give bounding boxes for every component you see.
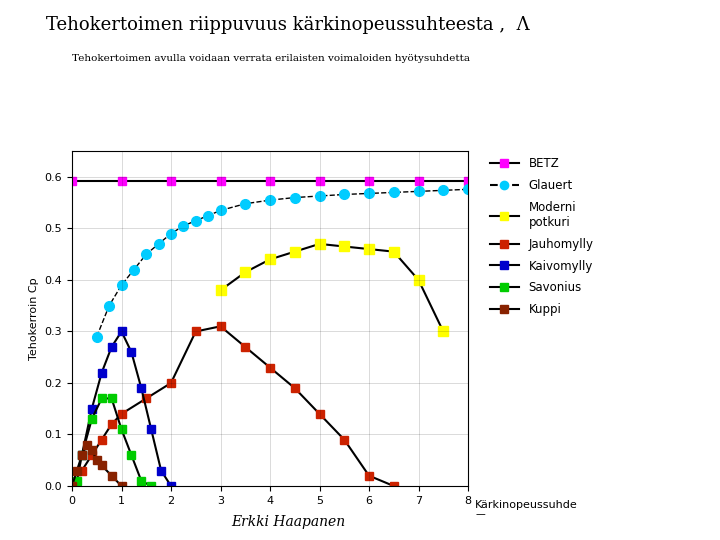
Savonius bbox=[97, 395, 106, 402]
Moderni
potkuri bbox=[390, 248, 398, 255]
Kaivomylly bbox=[137, 385, 145, 392]
Moderni
potkuri bbox=[216, 287, 225, 294]
Jauhomylly bbox=[290, 385, 299, 392]
Line: BETZ: BETZ bbox=[68, 177, 472, 185]
Glauert bbox=[204, 212, 212, 219]
BETZ bbox=[266, 177, 274, 184]
Moderni
potkuri bbox=[414, 276, 423, 283]
Jauhomylly bbox=[365, 472, 374, 479]
Jauhomylly bbox=[167, 380, 176, 386]
Glauert bbox=[92, 333, 101, 340]
Kuppi bbox=[88, 447, 96, 453]
Jauhomylly bbox=[216, 323, 225, 329]
Moderni
potkuri bbox=[315, 241, 324, 247]
Kuppi bbox=[117, 483, 126, 489]
Moderni
potkuri bbox=[439, 328, 448, 335]
Legend: BETZ, Glauert, Moderni
potkuri, Jauhomylly, Kaivomylly, Savonius, Kuppi: BETZ, Glauert, Moderni potkuri, Jauhomyl… bbox=[490, 157, 594, 316]
Savonius bbox=[107, 395, 116, 402]
BETZ bbox=[315, 177, 324, 184]
Glauert bbox=[216, 207, 225, 214]
Jauhomylly bbox=[390, 483, 398, 489]
Line: Jauhomylly: Jauhomylly bbox=[78, 322, 398, 490]
Jauhomylly bbox=[340, 436, 348, 443]
BETZ bbox=[216, 177, 225, 184]
Line: Savonius: Savonius bbox=[73, 394, 156, 490]
Line: Kaivomylly: Kaivomylly bbox=[78, 327, 175, 490]
Kaivomylly bbox=[97, 369, 106, 376]
Y-axis label: Tehokerroin Cp: Tehokerroin Cp bbox=[29, 277, 39, 360]
Glauert bbox=[154, 241, 163, 247]
Glauert bbox=[167, 231, 176, 237]
BETZ bbox=[414, 177, 423, 184]
Glauert bbox=[117, 282, 126, 288]
Text: —: — bbox=[475, 509, 485, 519]
Line: Moderni
potkuri: Moderni potkuri bbox=[215, 239, 448, 336]
Savonius bbox=[88, 416, 96, 422]
Kuppi bbox=[83, 442, 91, 448]
Kuppi bbox=[73, 467, 81, 474]
Kaivomylly bbox=[107, 343, 116, 350]
Glauert bbox=[192, 218, 200, 224]
Moderni
potkuri bbox=[365, 246, 374, 252]
Glauert bbox=[315, 193, 324, 199]
Jauhomylly bbox=[241, 343, 250, 350]
Glauert bbox=[241, 200, 250, 207]
Kaivomylly bbox=[157, 467, 166, 474]
Moderni
potkuri bbox=[290, 248, 299, 255]
Glauert bbox=[105, 302, 114, 309]
Moderni
potkuri bbox=[266, 256, 274, 262]
Savonius bbox=[73, 477, 81, 484]
Glauert bbox=[130, 266, 138, 273]
Text: Kärkinopeussuhde: Kärkinopeussuhde bbox=[475, 500, 578, 510]
Jauhomylly bbox=[78, 467, 86, 474]
Savonius bbox=[127, 452, 136, 458]
Text: Tehokertoimen riippuvuus kärkinopeussuhteesta ,  Λ: Tehokertoimen riippuvuus kärkinopeussuht… bbox=[46, 16, 530, 34]
Glauert bbox=[390, 189, 398, 195]
BETZ bbox=[365, 177, 374, 184]
Jauhomylly bbox=[117, 410, 126, 417]
Savonius bbox=[78, 452, 86, 458]
Jauhomylly bbox=[192, 328, 200, 335]
Savonius bbox=[147, 483, 156, 489]
Kuppi bbox=[97, 462, 106, 469]
Glauert bbox=[290, 194, 299, 201]
Line: Kuppi: Kuppi bbox=[68, 441, 126, 490]
BETZ bbox=[464, 177, 472, 184]
Moderni
potkuri bbox=[241, 269, 250, 275]
Text: Tehokertoimen avulla voidaan verrata erilaisten voimaloiden hyötysuhdetta: Tehokertoimen avulla voidaan verrata eri… bbox=[72, 54, 470, 63]
BETZ bbox=[68, 177, 76, 184]
Glauert bbox=[266, 197, 274, 204]
Glauert bbox=[464, 186, 472, 193]
Glauert bbox=[179, 222, 188, 229]
Kaivomylly bbox=[117, 328, 126, 335]
Jauhomylly bbox=[266, 364, 274, 371]
Kaivomylly bbox=[167, 483, 176, 489]
Kuppi bbox=[78, 452, 86, 458]
Kaivomylly bbox=[88, 406, 96, 412]
Savonius bbox=[117, 426, 126, 433]
Moderni
potkuri bbox=[340, 243, 348, 249]
Glauert bbox=[414, 188, 423, 194]
Kaivomylly bbox=[147, 426, 156, 433]
Kuppi bbox=[92, 457, 101, 463]
Glauert bbox=[142, 251, 150, 258]
Jauhomylly bbox=[315, 410, 324, 417]
Glauert bbox=[340, 191, 348, 198]
Jauhomylly bbox=[88, 452, 96, 458]
Jauhomylly bbox=[107, 421, 116, 428]
Kuppi bbox=[68, 483, 76, 489]
BETZ bbox=[117, 177, 126, 184]
Line: Glauert: Glauert bbox=[92, 185, 473, 341]
Kaivomylly bbox=[127, 349, 136, 355]
Kaivomylly bbox=[78, 452, 86, 458]
Glauert bbox=[439, 187, 448, 193]
Savonius bbox=[137, 477, 145, 484]
Text: Erkki Haapanen: Erkki Haapanen bbox=[231, 515, 345, 529]
BETZ bbox=[167, 177, 176, 184]
Kuppi bbox=[107, 472, 116, 479]
Jauhomylly bbox=[142, 395, 150, 402]
Glauert bbox=[365, 190, 374, 197]
Jauhomylly bbox=[97, 436, 106, 443]
